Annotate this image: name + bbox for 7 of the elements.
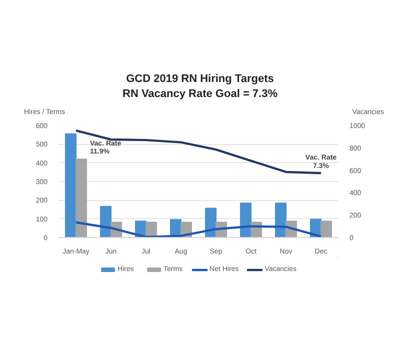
bar: [240, 202, 252, 238]
bar: [320, 220, 332, 238]
bar: [76, 158, 87, 238]
chart-subtitle: RN Vacancy Rate Goal = 7.3%: [122, 87, 278, 102]
line-series: [74, 222, 322, 238]
chart-title: GCD 2019 RN Hiring Targets: [125, 72, 275, 87]
bar: [65, 134, 76, 238]
